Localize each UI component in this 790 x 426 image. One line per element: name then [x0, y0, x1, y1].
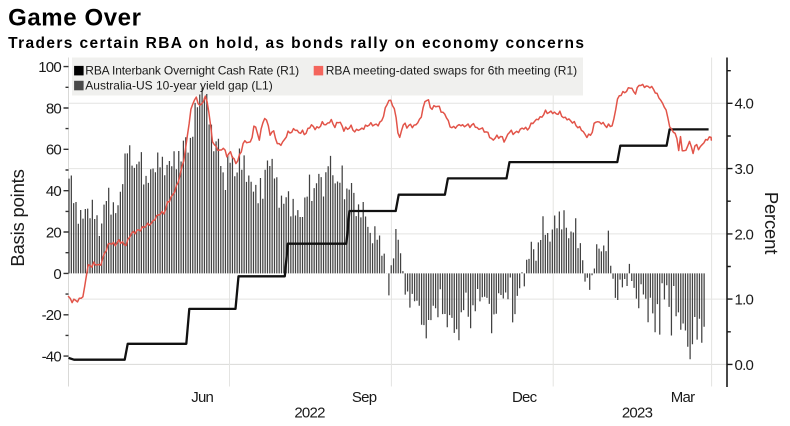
svg-text:Game Over: Game Over	[8, 4, 141, 31]
svg-text:2023: 2023	[622, 404, 653, 421]
svg-text:RBA meeting-dated swaps for 6t: RBA meeting-dated swaps for 6th meeting …	[326, 64, 577, 78]
svg-text:2.0: 2.0	[735, 226, 754, 243]
svg-text:Mar: Mar	[671, 389, 695, 406]
svg-text:0: 0	[53, 266, 61, 283]
svg-text:40: 40	[46, 183, 62, 200]
svg-text:80: 80	[46, 100, 62, 117]
svg-text:Sep: Sep	[352, 389, 377, 406]
svg-text:100: 100	[38, 59, 61, 76]
svg-text:0.0: 0.0	[735, 357, 754, 374]
svg-text:2022: 2022	[294, 404, 325, 421]
svg-text:Percent: Percent	[761, 192, 782, 254]
svg-text:-40: -40	[42, 349, 62, 366]
svg-text:Dec: Dec	[512, 389, 538, 406]
svg-text:3.0: 3.0	[735, 161, 754, 178]
svg-text:Traders certain RBA on hold, a: Traders certain RBA on hold, as bonds ra…	[8, 35, 585, 52]
svg-text:Jun: Jun	[191, 389, 213, 406]
svg-text:4.0: 4.0	[735, 96, 754, 113]
svg-text:1.0: 1.0	[735, 292, 754, 309]
svg-text:Australia-US 10-year yield gap: Australia-US 10-year yield gap (L1)	[85, 79, 272, 93]
svg-text:60: 60	[46, 142, 62, 159]
svg-text:20: 20	[46, 224, 62, 241]
svg-text:-20: -20	[42, 307, 62, 324]
svg-text:RBA Interbank Overnight Cash R: RBA Interbank Overnight Cash Rate (R1)	[85, 64, 299, 78]
svg-text:Basis points: Basis points	[7, 169, 28, 266]
